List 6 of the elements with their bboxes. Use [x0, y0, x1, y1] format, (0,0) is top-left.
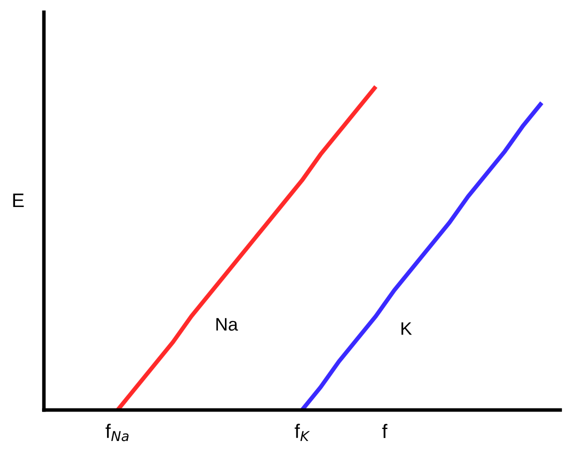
- x-tick-label: f$_{K}$: [294, 424, 310, 442]
- x-axis-title: f: [382, 424, 388, 438]
- x-tick-label: f$_{Na}$: [106, 424, 129, 442]
- series-label: Na: [216, 318, 238, 331]
- series-label: K: [401, 322, 412, 335]
- y-axis-title: E: [13, 194, 24, 208]
